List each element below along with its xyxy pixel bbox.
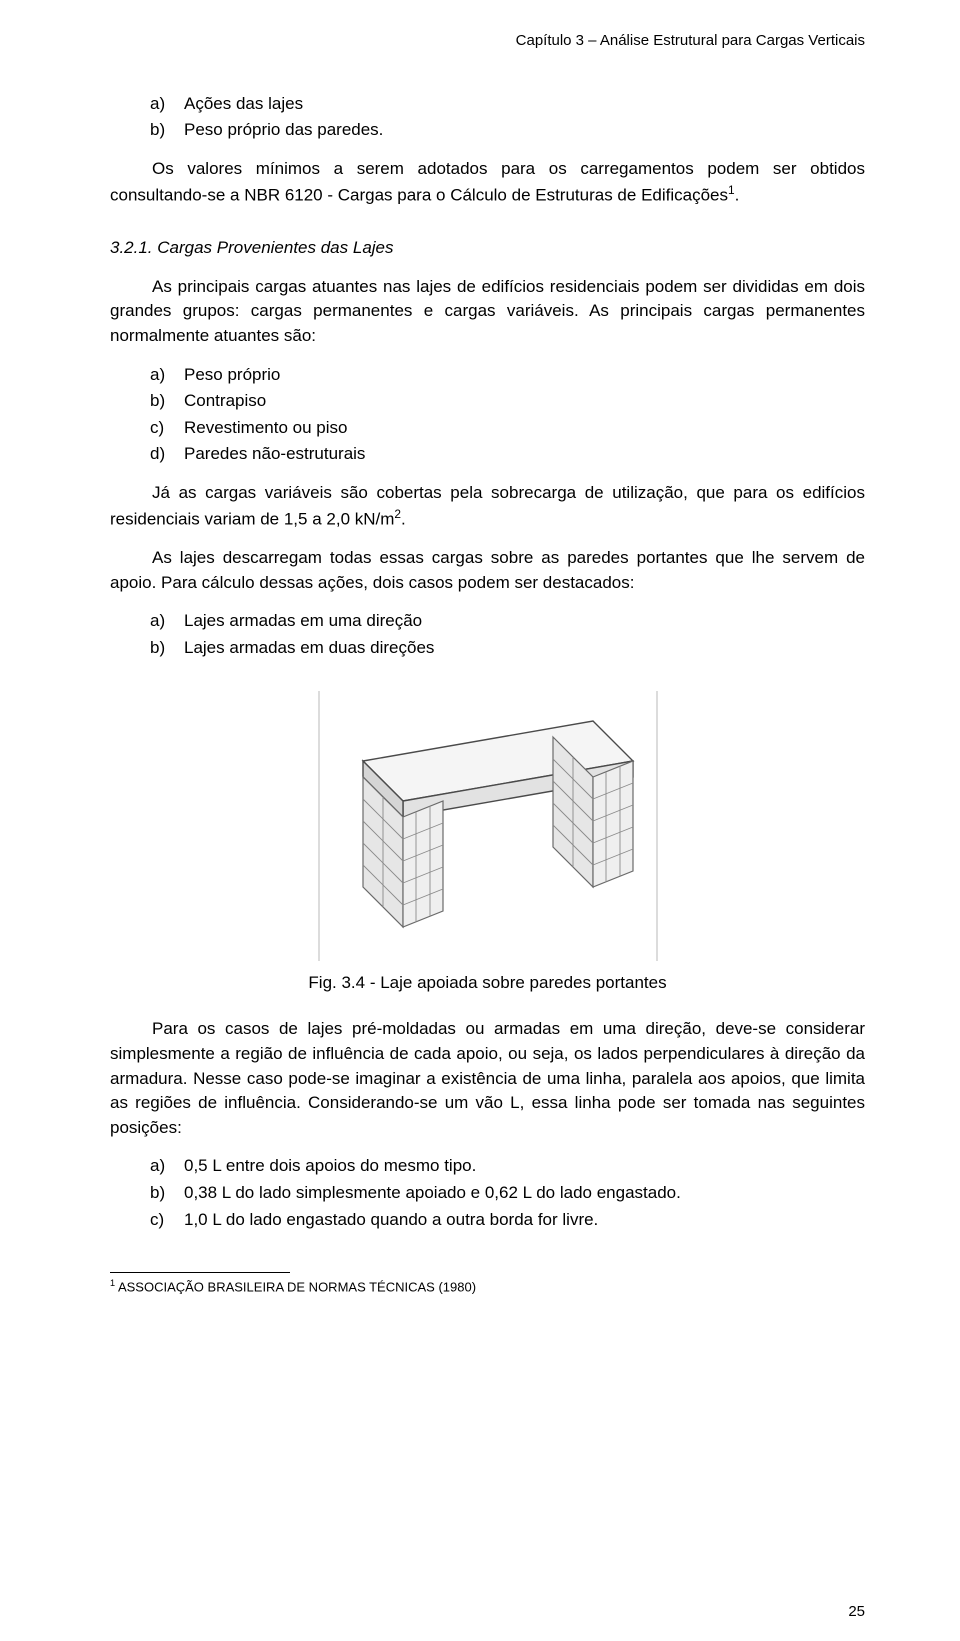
list-marker: a)	[150, 609, 170, 634]
list-marker: d)	[150, 442, 170, 467]
pos-list: a) 0,5 L entre dois apoios do mesmo tipo…	[150, 1154, 865, 1232]
text: Os valores mínimos a serem adotados para…	[110, 159, 865, 204]
list-marker: a)	[150, 1154, 170, 1179]
list-item: a) 0,5 L entre dois apoios do mesmo tipo…	[150, 1154, 865, 1179]
list-marker: b)	[150, 389, 170, 414]
list-text: Paredes não-estruturais	[184, 442, 365, 467]
list-marker: b)	[150, 636, 170, 661]
list-text: 0,38 L do lado simplesmente apoiado e 0,…	[184, 1181, 681, 1206]
text: .	[735, 185, 740, 204]
paragraph-cargas-variaveis: Já as cargas variáveis são cobertas pela…	[110, 481, 865, 532]
footnote-ref: 1	[728, 183, 735, 197]
list-item: d) Paredes não-estruturais	[150, 442, 865, 467]
list-item: b) Peso próprio das paredes.	[150, 118, 865, 143]
list-text: Contrapiso	[184, 389, 266, 414]
list-item: a) Ações das lajes	[150, 92, 865, 117]
page: Capítulo 3 – Análise Estrutural para Car…	[0, 0, 960, 1641]
list-marker: c)	[150, 416, 170, 441]
dir-list: a) Lajes armadas em uma direção b) Lajes…	[150, 609, 865, 660]
list-text: Revestimento ou piso	[184, 416, 347, 441]
figure-svg	[318, 691, 658, 961]
page-number: 25	[848, 1601, 865, 1623]
list-marker: a)	[150, 363, 170, 388]
paragraph-valores-minimos: Os valores mínimos a serem adotados para…	[110, 157, 865, 208]
intro-list: a) Ações das lajes b) Peso próprio das p…	[150, 92, 865, 143]
footnote-text: ASSOCIAÇÃO BRASILEIRA DE NORMAS TÉCNICAS…	[115, 1280, 476, 1295]
list-marker: b)	[150, 1181, 170, 1206]
list-text: 1,0 L do lado engastado quando a outra b…	[184, 1208, 598, 1233]
text: .	[401, 509, 406, 528]
list-marker: a)	[150, 92, 170, 117]
figure-caption: Fig. 3.4 - Laje apoiada sobre paredes po…	[110, 971, 865, 996]
paragraph-principais-cargas: As principais cargas atuantes nas lajes …	[110, 275, 865, 349]
perm-list: a) Peso próprio b) Contrapiso c) Revesti…	[150, 363, 865, 468]
chapter-header: Capítulo 3 – Análise Estrutural para Car…	[110, 30, 865, 52]
list-item: c) 1,0 L do lado engastado quando a outr…	[150, 1208, 865, 1233]
list-text: 0,5 L entre dois apoios do mesmo tipo.	[184, 1154, 476, 1179]
list-text: Peso próprio	[184, 363, 280, 388]
paragraph-casos-lajes: Para os casos de lajes pré-moldadas ou a…	[110, 1017, 865, 1140]
list-item: a) Peso próprio	[150, 363, 865, 388]
section-heading: 3.2.1. Cargas Provenientes das Lajes	[110, 236, 865, 261]
list-item: b) Contrapiso	[150, 389, 865, 414]
list-text: Ações das lajes	[184, 92, 303, 117]
list-text: Lajes armadas em duas direções	[184, 636, 434, 661]
list-item: b) 0,38 L do lado simplesmente apoiado e…	[150, 1181, 865, 1206]
list-marker: c)	[150, 1208, 170, 1233]
list-text: Peso próprio das paredes.	[184, 118, 383, 143]
figure-slab-on-walls	[110, 691, 865, 961]
footnote-rule	[110, 1272, 290, 1273]
list-text: Lajes armadas em uma direção	[184, 609, 422, 634]
paragraph-lajes-descarregam: As lajes descarregam todas essas cargas …	[110, 546, 865, 595]
list-item: c) Revestimento ou piso	[150, 416, 865, 441]
list-item: b) Lajes armadas em duas direções	[150, 636, 865, 661]
footnote: 1 ASSOCIAÇÃO BRASILEIRA DE NORMAS TÉCNIC…	[110, 1277, 865, 1297]
list-marker: b)	[150, 118, 170, 143]
list-item: a) Lajes armadas em uma direção	[150, 609, 865, 634]
text: Já as cargas variáveis são cobertas pela…	[110, 483, 865, 528]
